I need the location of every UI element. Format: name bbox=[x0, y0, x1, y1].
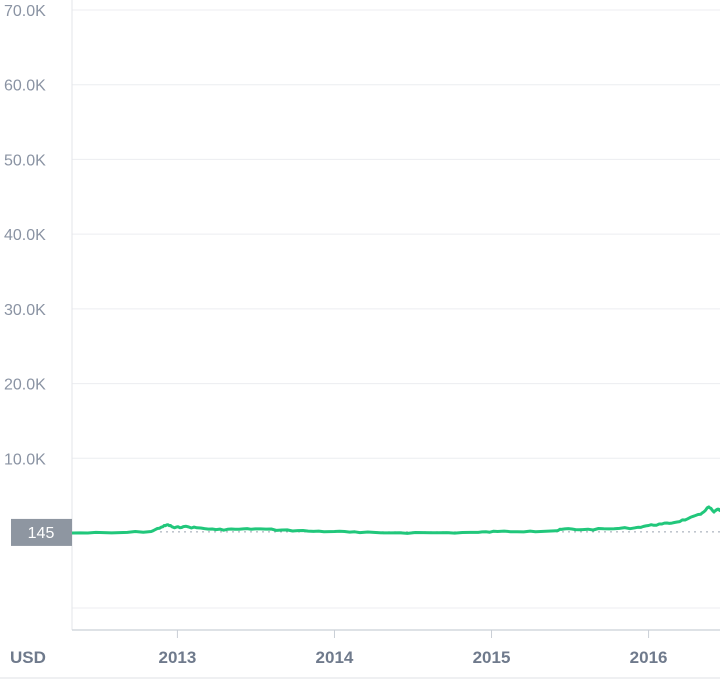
y-tick-label: 10.0K bbox=[4, 451, 46, 468]
y-tick-label: 50.0K bbox=[4, 152, 46, 169]
grid-lines bbox=[72, 9, 720, 609]
y-tick-label: 60.0K bbox=[4, 78, 46, 95]
current-price-tag-background bbox=[11, 518, 72, 546]
x-axis-ticks: 2013 2014 2015 2016 bbox=[159, 630, 668, 667]
y-axis-ticks: 10.0K 20.0K 30.0K 40.0K 50.0K 60.0K 70.0K bbox=[4, 3, 46, 468]
y-tick-label: 40.0K bbox=[4, 227, 46, 244]
y-tick-label: 20.0K bbox=[4, 377, 46, 394]
x-tick-label: 2016 bbox=[630, 648, 668, 667]
x-tick-label: 2013 bbox=[159, 648, 197, 667]
y-tick-label: 30.0K bbox=[4, 302, 46, 319]
y-tick-label: 70.0K bbox=[4, 3, 46, 20]
x-tick-label: 2015 bbox=[473, 648, 511, 667]
currency-unit-label: USD bbox=[10, 648, 46, 667]
x-tick-label: 2014 bbox=[316, 648, 354, 667]
current-price-tag-text: 145 bbox=[28, 525, 55, 542]
price-series-line[interactable] bbox=[70, 505, 720, 535]
current-price-tag: 145 bbox=[11, 518, 72, 546]
